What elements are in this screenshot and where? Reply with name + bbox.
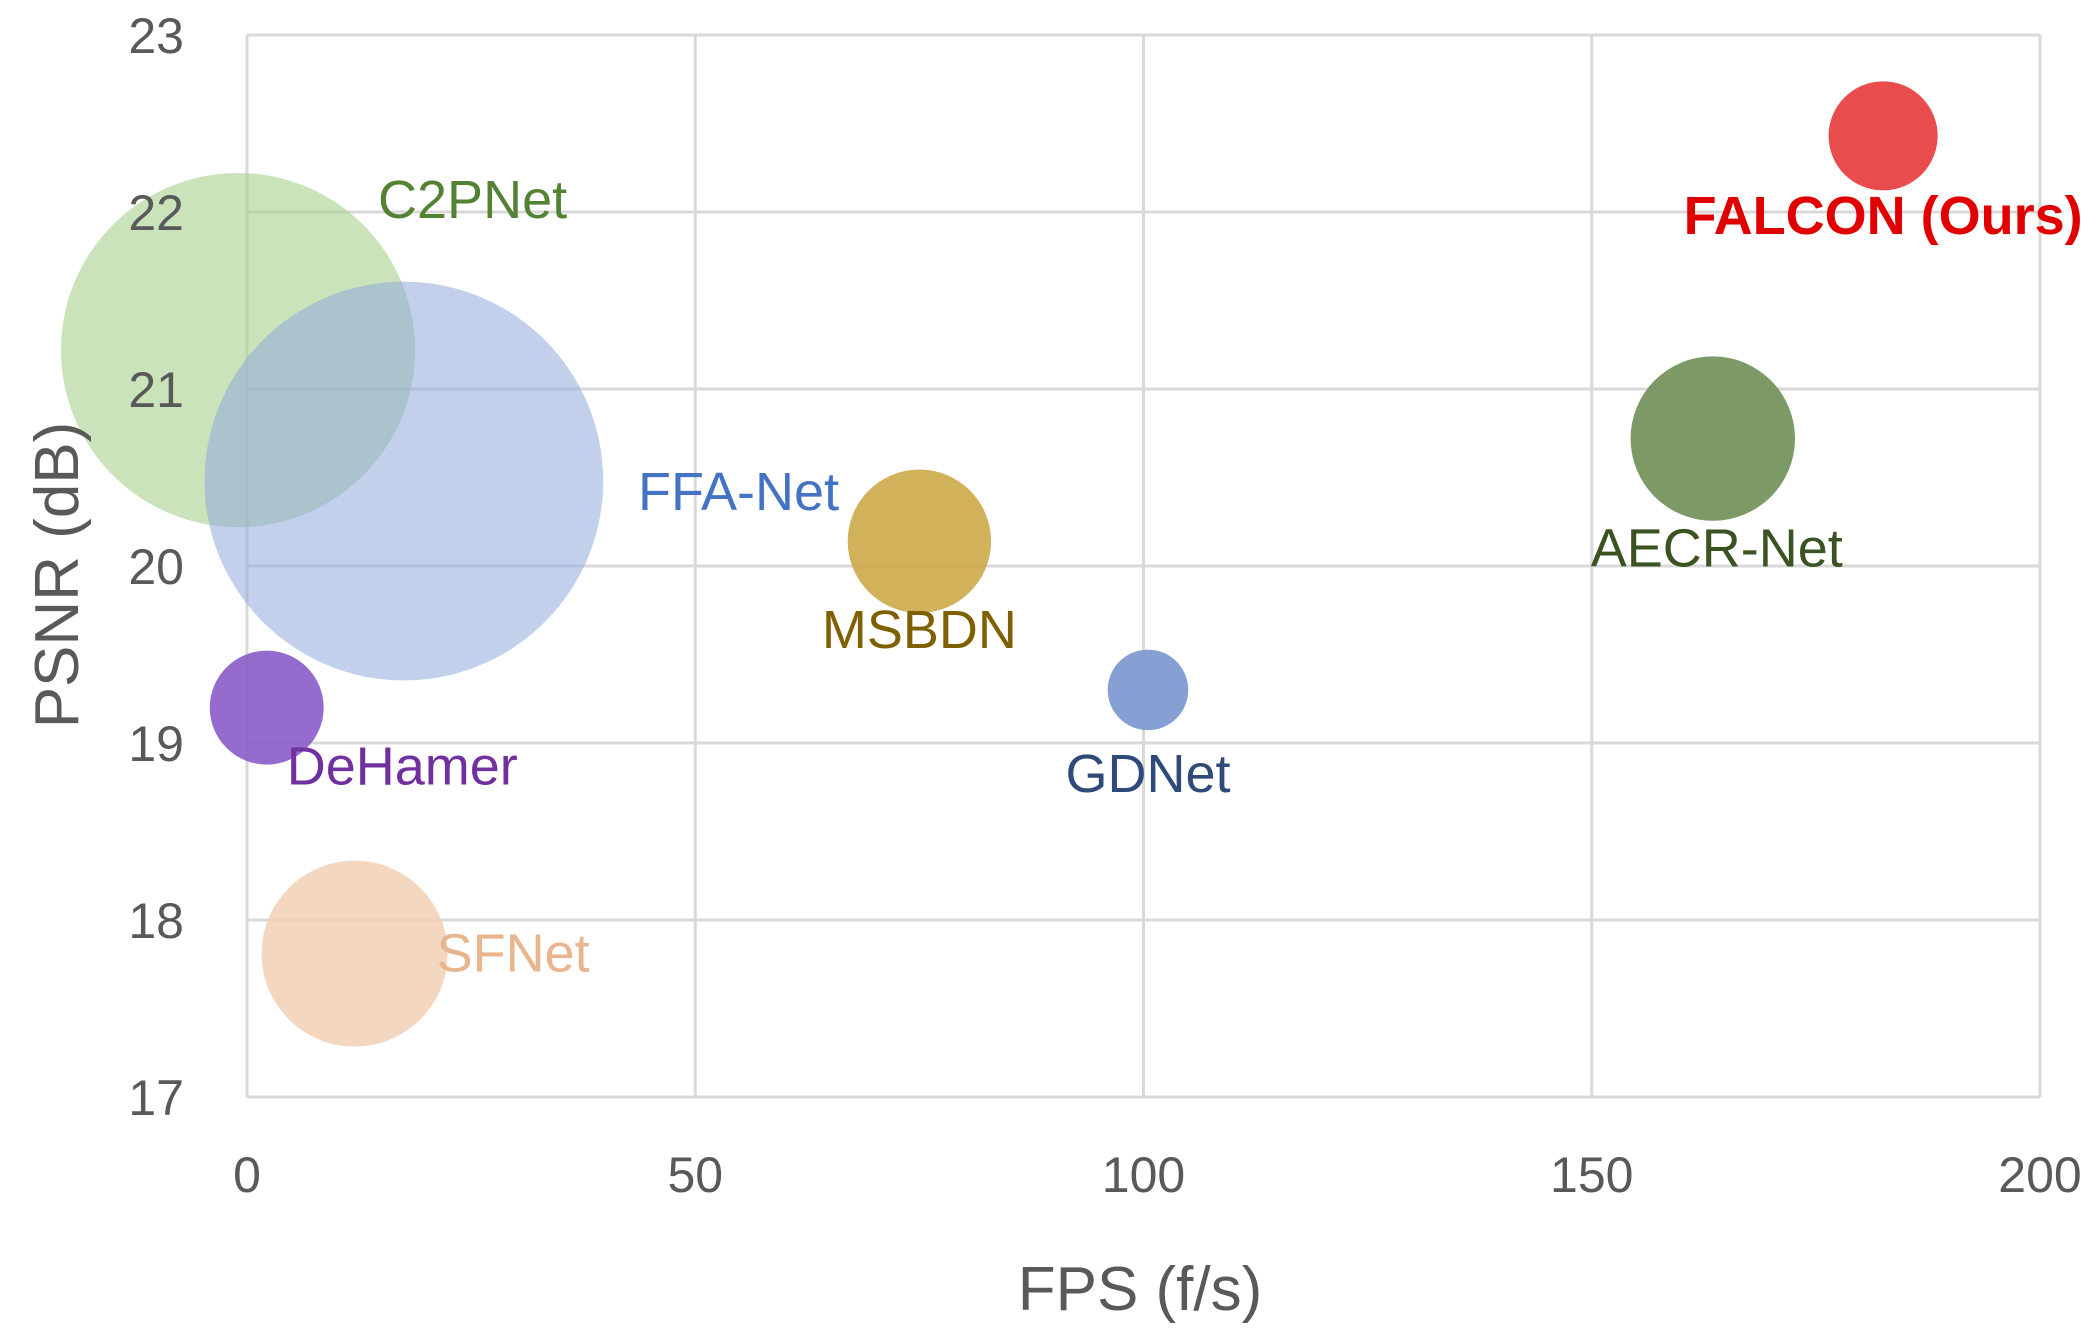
y-tick-label: 20: [128, 539, 184, 595]
x-axis-title: FPS (f/s): [1018, 1255, 1263, 1324]
bubble-label-ffa-net: FFA-Net: [638, 462, 839, 522]
bubble-gdnet: [1107, 649, 1189, 731]
bubble-falcon-ours: [1828, 81, 1938, 191]
y-tick-label: 23: [128, 8, 184, 64]
bubble-label-aecr-net: AECR-Net: [1591, 519, 1843, 579]
x-tick-label: 100: [1102, 1147, 1185, 1203]
x-tick-label: 50: [667, 1147, 723, 1203]
y-tick-label: 22: [128, 185, 184, 241]
x-tick-label: 200: [1998, 1147, 2081, 1203]
bubble-label-c2pnet: C2PNet: [378, 170, 567, 230]
y-tick-label: 21: [128, 362, 184, 418]
bubble-msbdn: [847, 469, 992, 613]
bubble-label-gdnet: GDNet: [1065, 744, 1230, 804]
bubble-label-dehamer: DeHamer: [287, 737, 518, 797]
bubbles: [60, 81, 1938, 1047]
bubble-label-falcon-ours: FALCON (Ours): [1684, 186, 2083, 246]
x-tick-label: 150: [1550, 1147, 1633, 1203]
tick-labels: 17 18 19 20 21 22 23 0 50 100 150 200: [128, 8, 2081, 1203]
bubble-sfnet: [261, 860, 448, 1047]
bubble-dehamer: [209, 650, 324, 765]
bubble-labels: C2PNet FFA-Net MSBDN GDNet AECR-Net FALCON (O…: [287, 170, 2083, 984]
y-tick-label: 18: [128, 893, 184, 949]
y-tick-label: 19: [128, 716, 184, 772]
bubble-ffa-net: [204, 281, 604, 681]
y-tick-label: 17: [128, 1070, 184, 1126]
bubble-label-msbdn: MSBDN: [822, 600, 1017, 660]
x-tick-label: 0: [233, 1147, 261, 1203]
bubble-label-sfnet: SFNet: [437, 924, 590, 984]
bubble-aecr-net: [1630, 356, 1795, 521]
y-axis-title: PSNR (dB): [23, 422, 92, 729]
